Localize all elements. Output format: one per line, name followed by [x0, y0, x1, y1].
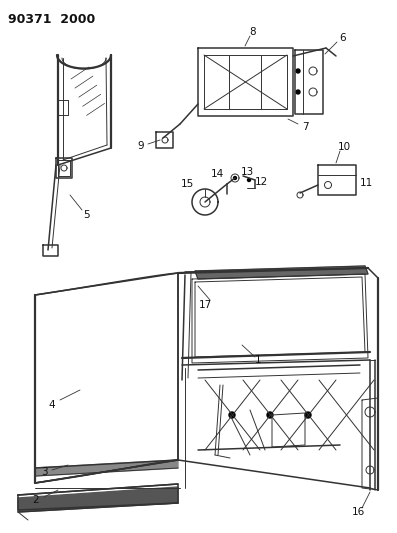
Polygon shape — [296, 90, 300, 94]
Polygon shape — [195, 266, 368, 279]
Text: 17: 17 — [198, 300, 212, 310]
Text: 5: 5 — [84, 210, 90, 220]
Text: 7: 7 — [302, 122, 308, 132]
Polygon shape — [18, 487, 178, 512]
Text: 13: 13 — [240, 167, 254, 177]
Text: 9: 9 — [138, 141, 145, 151]
Text: 3: 3 — [40, 467, 47, 477]
Text: 6: 6 — [340, 33, 346, 43]
Polygon shape — [305, 412, 311, 418]
Text: 16: 16 — [351, 507, 364, 517]
Polygon shape — [229, 412, 235, 418]
Text: 10: 10 — [337, 142, 351, 152]
Polygon shape — [247, 179, 251, 182]
Text: 8: 8 — [250, 27, 256, 37]
Polygon shape — [296, 69, 300, 73]
Text: 4: 4 — [49, 400, 55, 410]
Polygon shape — [267, 412, 273, 418]
Text: 12: 12 — [255, 177, 268, 187]
Polygon shape — [233, 176, 237, 180]
Text: 11: 11 — [359, 178, 373, 188]
Polygon shape — [35, 460, 178, 476]
Text: 15: 15 — [180, 179, 194, 189]
Text: 90371  2000: 90371 2000 — [8, 13, 95, 26]
Text: 1: 1 — [255, 355, 261, 365]
Text: 2: 2 — [33, 495, 39, 505]
Text: 14: 14 — [210, 169, 224, 179]
